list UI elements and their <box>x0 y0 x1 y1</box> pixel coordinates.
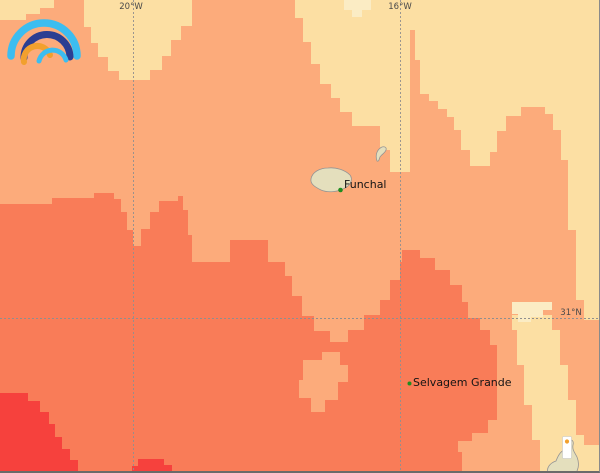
rainbow-logo <box>7 19 81 65</box>
island-madeira <box>310 167 352 193</box>
temp-band-salmon-pockets <box>285 262 400 412</box>
funchal-marker-dot[interactable] <box>338 187 343 193</box>
logo-outer-cyan-arc <box>7 19 81 60</box>
selvagem-marker-dot[interactable] <box>407 381 412 386</box>
gridline-label-20w: 20°W <box>119 2 143 12</box>
marker-flag-dot <box>564 439 570 444</box>
funchal-label: Funchal <box>344 178 387 191</box>
place-selvagem-grande[interactable]: Selvagem Grande <box>407 376 512 389</box>
island-marker <box>562 436 572 459</box>
temp-band-pale-regions <box>344 0 552 322</box>
temp-band-red-regions <box>0 393 172 471</box>
island-porto-santo <box>375 146 387 162</box>
logo-inner-cyan-arc <box>36 47 69 64</box>
marker-flag <box>562 436 572 459</box>
gridline-label-16w: 16°W <box>388 2 412 12</box>
gridline-label-31n: 31°N <box>560 308 581 318</box>
selvagem-label: Selvagem Grande <box>413 376 512 389</box>
place-funchal[interactable]: Funchal <box>338 178 387 193</box>
